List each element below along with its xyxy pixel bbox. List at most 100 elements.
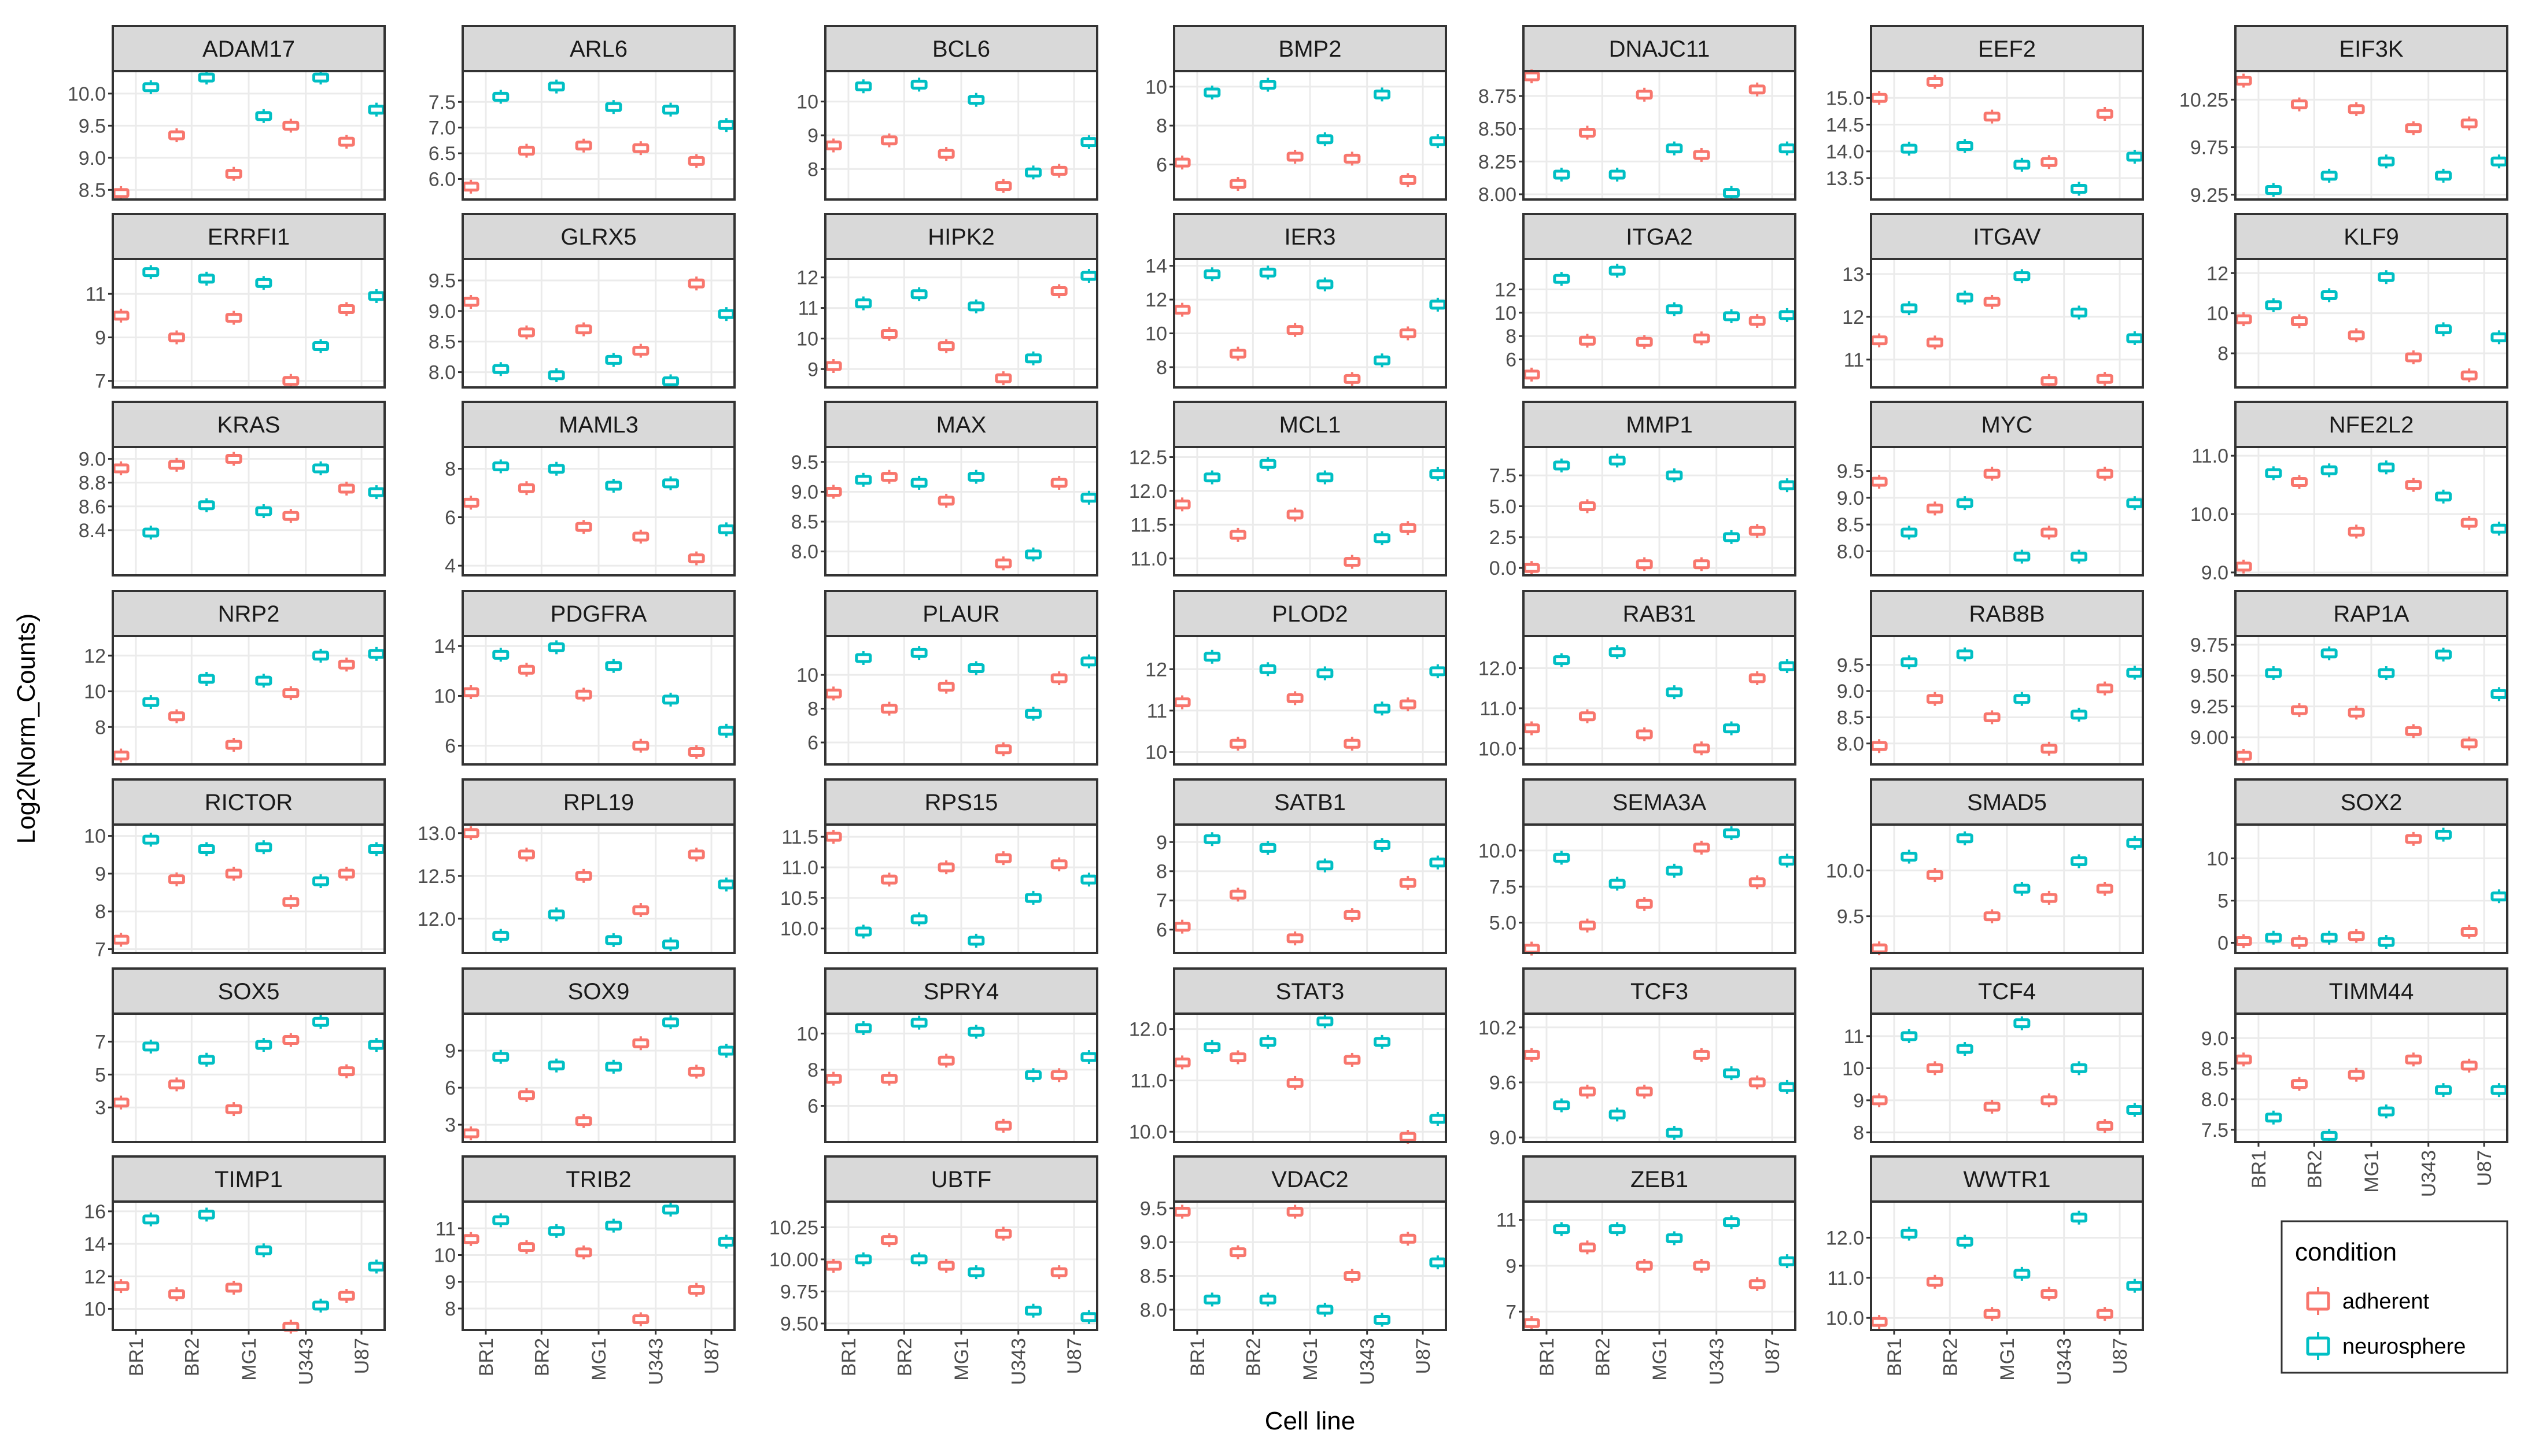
box-neurosphere bbox=[198, 844, 215, 854]
panel-border bbox=[1522, 1012, 1796, 1143]
panel-border bbox=[824, 258, 1098, 389]
box-adherent bbox=[1983, 712, 2001, 722]
box-neurosphere bbox=[312, 341, 330, 352]
box-neurosphere bbox=[1025, 893, 1042, 903]
box-neurosphere bbox=[1259, 80, 1276, 90]
box-neurosphere bbox=[1901, 852, 1918, 862]
box-neurosphere bbox=[855, 1023, 872, 1033]
box-adherent bbox=[2348, 330, 2365, 341]
box-adherent bbox=[225, 869, 242, 879]
box-adherent bbox=[1926, 337, 1943, 348]
facet-panel-glrx5: GLRX5 8.0 8.5 9.0 9.5 bbox=[429, 213, 736, 389]
facet-strip-label: WWTR1 bbox=[1963, 1167, 2050, 1192]
box-adherent bbox=[632, 741, 650, 751]
box-neurosphere bbox=[368, 649, 385, 659]
facet-strip bbox=[2234, 590, 2508, 637]
facet-strip-label: KRAS bbox=[217, 412, 281, 438]
box-adherent bbox=[1636, 337, 1653, 347]
box-neurosphere bbox=[1778, 1256, 1796, 1266]
box-neurosphere bbox=[142, 1214, 160, 1225]
box-neurosphere bbox=[255, 506, 272, 516]
box-neurosphere bbox=[2071, 184, 2088, 194]
box-adherent bbox=[338, 1066, 355, 1077]
box-adherent bbox=[2290, 937, 2308, 947]
facet-panel-sox2: SOX2 0 5 10 bbox=[2206, 778, 2508, 954]
box-neurosphere bbox=[1901, 657, 1918, 667]
box-adherent bbox=[825, 486, 842, 497]
box-adherent bbox=[1693, 559, 1710, 570]
box-adherent bbox=[1523, 944, 1540, 954]
panel-border bbox=[824, 1012, 1098, 1143]
box-neurosphere bbox=[2126, 667, 2143, 678]
panel-border bbox=[1522, 446, 1796, 577]
facet-strip bbox=[1522, 1155, 1796, 1203]
x-tick-label: U343 bbox=[296, 1338, 318, 1385]
facet-panel-mcl1: MCL1 11.0 11.5 12.0 12.5 bbox=[1129, 401, 1447, 577]
box-adherent bbox=[168, 1079, 185, 1089]
y-tick-label: 8.50 bbox=[1478, 119, 1516, 141]
facet-panel-klf9: KLF9 8 10 12 bbox=[2206, 213, 2508, 389]
y-tick-label: 8 bbox=[95, 716, 106, 738]
box-neurosphere bbox=[662, 1204, 680, 1215]
facet-panel-timm44: TIMM44 7.5 8.0 8.5 9.0 BR1 BR2 MG1 U343 U87 bbox=[2201, 967, 2508, 1197]
box-neurosphere bbox=[198, 1055, 215, 1065]
box-neurosphere bbox=[2265, 185, 2282, 195]
box-neurosphere bbox=[1259, 1294, 1276, 1305]
box-adherent bbox=[462, 1234, 479, 1244]
box-adherent bbox=[1748, 1077, 1766, 1088]
box-adherent bbox=[880, 472, 898, 482]
y-tick-label: 12.5 bbox=[418, 866, 456, 888]
facet-panel-sox9: SOX9 3 6 9 bbox=[445, 967, 736, 1143]
facet-panel-wwtr1: WWTR1 10.0 11.0 12.0 BR1 BR2 MG1 U343 U87 bbox=[1826, 1155, 2144, 1385]
y-tick-label: 7 bbox=[95, 1031, 106, 1053]
box-neurosphere bbox=[1080, 137, 1098, 147]
y-tick-label: 11.0 bbox=[1479, 698, 1516, 720]
y-tick-label: 10.0 bbox=[780, 918, 818, 940]
box-adherent bbox=[112, 751, 130, 761]
x-tick-label: BR1 bbox=[126, 1338, 147, 1376]
box-adherent bbox=[632, 143, 650, 153]
facet-panel-bcl6: BCL6 8 9 10 bbox=[796, 25, 1098, 201]
box-adherent bbox=[1870, 476, 1888, 487]
facet-panel-rap1a: RAP1A 9.00 9.25 9.50 9.75 bbox=[2190, 590, 2508, 766]
facet-strip-label: SATB1 bbox=[1274, 790, 1346, 815]
y-tick-label: 11 bbox=[86, 283, 106, 305]
box-neurosphere bbox=[2378, 462, 2395, 472]
box-adherent bbox=[282, 897, 300, 907]
box-neurosphere bbox=[2435, 324, 2452, 334]
y-tick-label: 6 bbox=[445, 1077, 456, 1099]
box-neurosphere bbox=[1723, 1068, 1740, 1078]
box-neurosphere bbox=[2071, 709, 2088, 720]
box-adherent bbox=[2290, 316, 2308, 327]
box-neurosphere bbox=[548, 370, 565, 380]
box-neurosphere bbox=[1553, 460, 1570, 471]
box-neurosphere bbox=[198, 500, 215, 511]
box-neurosphere bbox=[142, 267, 160, 278]
box-adherent bbox=[1578, 501, 1596, 511]
x-tick-label: MG1 bbox=[1997, 1338, 2019, 1381]
box-neurosphere bbox=[605, 935, 622, 945]
x-tick-label: U343 bbox=[2054, 1338, 2076, 1385]
box-neurosphere bbox=[1956, 141, 1973, 151]
box-neurosphere bbox=[2435, 649, 2452, 660]
y-tick-label: 9 bbox=[807, 125, 818, 147]
box-adherent bbox=[518, 327, 535, 338]
y-tick-label: 8 bbox=[1853, 1122, 1864, 1144]
box-adherent bbox=[825, 688, 842, 699]
box-neurosphere bbox=[1429, 666, 1446, 677]
facet-panel-hipk2: HIPK2 9 10 11 12 bbox=[796, 213, 1098, 389]
panel-border bbox=[1870, 635, 2144, 766]
x-tick-label: BR1 bbox=[838, 1338, 860, 1376]
box-adherent bbox=[1399, 523, 1416, 533]
box-adherent bbox=[632, 905, 650, 915]
box-neurosphere bbox=[1374, 89, 1391, 99]
box-adherent bbox=[1870, 335, 1888, 346]
y-tick-label: 10 bbox=[796, 328, 818, 350]
y-tick-label: 8.75 bbox=[1478, 86, 1516, 108]
box-neurosphere bbox=[2126, 838, 2143, 848]
y-tick-label: 11 bbox=[1147, 700, 1167, 722]
box-adherent bbox=[168, 332, 185, 342]
y-tick-label: 10.00 bbox=[769, 1249, 818, 1271]
box-adherent bbox=[1286, 1078, 1304, 1088]
box-adherent bbox=[1523, 563, 1540, 573]
